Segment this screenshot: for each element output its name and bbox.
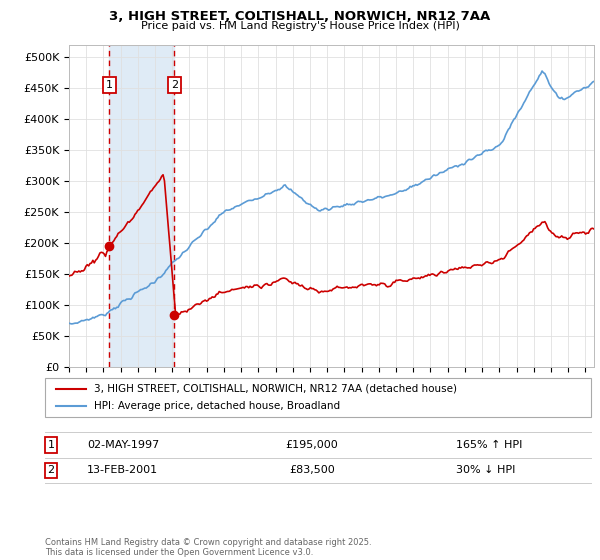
- Bar: [109, 45, 175, 367]
- Text: 13-FEB-2001: 13-FEB-2001: [87, 465, 158, 475]
- Text: Contains HM Land Registry data © Crown copyright and database right 2025.
This d: Contains HM Land Registry data © Crown c…: [45, 538, 371, 557]
- FancyBboxPatch shape: [45, 378, 591, 417]
- Text: 3, HIGH STREET, COLTISHALL, NORWICH, NR12 7AA (detached house): 3, HIGH STREET, COLTISHALL, NORWICH, NR1…: [94, 384, 457, 394]
- Text: 165% ↑ HPI: 165% ↑ HPI: [456, 440, 523, 450]
- Text: 30% ↓ HPI: 30% ↓ HPI: [456, 465, 515, 475]
- Text: Price paid vs. HM Land Registry's House Price Index (HPI): Price paid vs. HM Land Registry's House …: [140, 21, 460, 31]
- Text: £195,000: £195,000: [286, 440, 338, 450]
- Text: 02-MAY-1997: 02-MAY-1997: [87, 440, 159, 450]
- Text: 3, HIGH STREET, COLTISHALL, NORWICH, NR12 7AA: 3, HIGH STREET, COLTISHALL, NORWICH, NR1…: [109, 10, 491, 23]
- Text: 2: 2: [47, 465, 55, 475]
- Text: 2: 2: [171, 80, 178, 90]
- Text: HPI: Average price, detached house, Broadland: HPI: Average price, detached house, Broa…: [94, 401, 340, 411]
- Text: £83,500: £83,500: [289, 465, 335, 475]
- Text: 1: 1: [47, 440, 55, 450]
- Text: 1: 1: [106, 80, 113, 90]
